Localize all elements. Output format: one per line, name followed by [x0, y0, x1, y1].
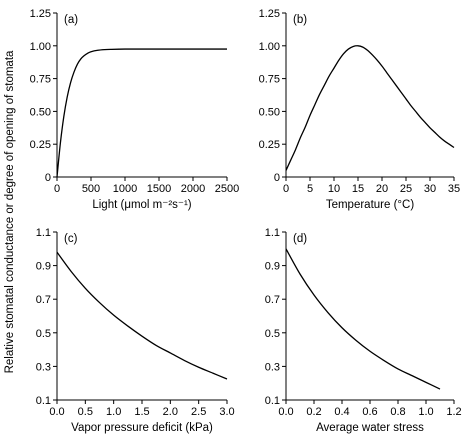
- x-tick-label-c: 2.5: [191, 406, 206, 418]
- x-tick-label-b: 15: [352, 183, 364, 195]
- y-tick-label-d: 0.7: [265, 294, 280, 306]
- y-tick-label-c: 0.3: [36, 361, 51, 373]
- x-axis-label-a: Light (μmol m⁻²s⁻¹): [92, 199, 191, 211]
- x-tick-label-c: 1.5: [134, 406, 149, 418]
- y-tick-label-a: 0.50: [30, 106, 51, 118]
- series-line-b: [285, 45, 455, 171]
- series-line-a: [56, 48, 227, 178]
- y-tick-label-c: 0.1: [36, 395, 51, 407]
- x-tick-label-a: 2500: [215, 183, 239, 195]
- series-line-c: [56, 251, 228, 380]
- y-tick-label-a: 1.00: [30, 41, 51, 53]
- x-tick-label-b: 10: [328, 183, 340, 195]
- shared-y-axis-label: Relative stomatal conductance or degree …: [4, 50, 16, 373]
- y-tick-label-b: 0.25: [259, 139, 280, 151]
- y-tick-label-d: 0.9: [265, 261, 280, 273]
- x-tick-label-d: 0.8: [390, 406, 405, 418]
- series-line-d: [285, 248, 441, 390]
- y-tick-label-d: 0.5: [265, 328, 280, 340]
- x-tick-label-c: 0.0: [49, 406, 64, 418]
- panel-d: 0.0 0.2 0.4 0.6 0.8 1.0 1.2 0.1 0.3 0.5 0.7 0.9 1.1 (…: [265, 227, 462, 434]
- y-tick-label-d: 1.1: [265, 227, 280, 239]
- y-tick-label-b: 0.50: [259, 106, 280, 118]
- x-tick-label-b: 20: [376, 183, 388, 195]
- x-tick-label-b: 0: [283, 183, 289, 195]
- panel-b: 0 5 10 15 20 25 30 35 0 0.25 0.50 0.75 1.00 1.25 (b) Te…: [259, 8, 461, 211]
- x-tick-label-b: 35: [448, 183, 460, 195]
- x-tick-label-d: 0.4: [334, 406, 349, 418]
- y-tick-label-a: 0.25: [30, 139, 51, 151]
- x-tick-label-d: 1.0: [418, 406, 433, 418]
- y-tick-label-b: 0: [274, 172, 280, 184]
- x-tick-label-d: 0.2: [306, 406, 321, 418]
- y-tick-label-d: 0.3: [265, 361, 280, 373]
- x-axis-label-c: Vapor pressure deficit (kPa): [71, 422, 213, 434]
- x-axis-label-d: Average water stress: [316, 422, 424, 434]
- x-tick-label-b: 25: [400, 183, 412, 195]
- x-tick-label-a: 0: [54, 183, 60, 195]
- panel-label-a: (a): [64, 14, 78, 26]
- x-tick-label-d: 1.2: [446, 406, 461, 418]
- x-axis-label-b: Temperature (°C): [326, 199, 414, 211]
- x-tick-label-d: 0.6: [362, 406, 377, 418]
- panel-c: 0.0 0.5 1.0 1.5 2.0 2.5 3.0 0.1 0.3 0.5 0.7 0.9 1.1 (…: [36, 227, 235, 434]
- y-tick-label-a: 0: [45, 172, 51, 184]
- x-tick-label-a: 1000: [113, 183, 137, 195]
- x-tick-label-a: 1500: [147, 183, 171, 195]
- panel-label-d: (d): [293, 233, 307, 245]
- y-tick-label-b: 1.00: [259, 41, 280, 53]
- x-tick-label-a: 2000: [181, 183, 205, 195]
- y-tick-label-b: 1.25: [259, 8, 280, 20]
- y-tick-label-b: 0.75: [259, 74, 280, 86]
- x-tick-label-c: 3.0: [219, 406, 234, 418]
- y-tick-label-a: 0.75: [30, 74, 51, 86]
- x-tick-label-c: 2.0: [163, 406, 178, 418]
- panel-label-b: (b): [293, 14, 307, 26]
- x-tick-label-b: 30: [424, 183, 436, 195]
- y-tick-label-c: 0.7: [36, 294, 51, 306]
- y-tick-label-c: 0.5: [36, 328, 51, 340]
- y-tick-label-c: 0.9: [36, 261, 51, 273]
- x-tick-label-d: 0.0: [278, 406, 293, 418]
- y-tick-label-c: 1.1: [36, 227, 51, 239]
- panel-a: 0 500 1000 1500 2000 2500 0 0.25 0.50 0.75 1.00 1.2…: [30, 8, 240, 211]
- y-tick-label-a: 1.25: [30, 8, 51, 20]
- x-tick-label-a: 500: [82, 183, 100, 195]
- x-tick-label-c: 0.5: [78, 406, 93, 418]
- panel-label-c: (c): [64, 233, 78, 245]
- x-tick-label-c: 1.0: [106, 406, 121, 418]
- y-tick-label-d: 0.1: [265, 395, 280, 407]
- x-tick-label-b: 5: [307, 183, 313, 195]
